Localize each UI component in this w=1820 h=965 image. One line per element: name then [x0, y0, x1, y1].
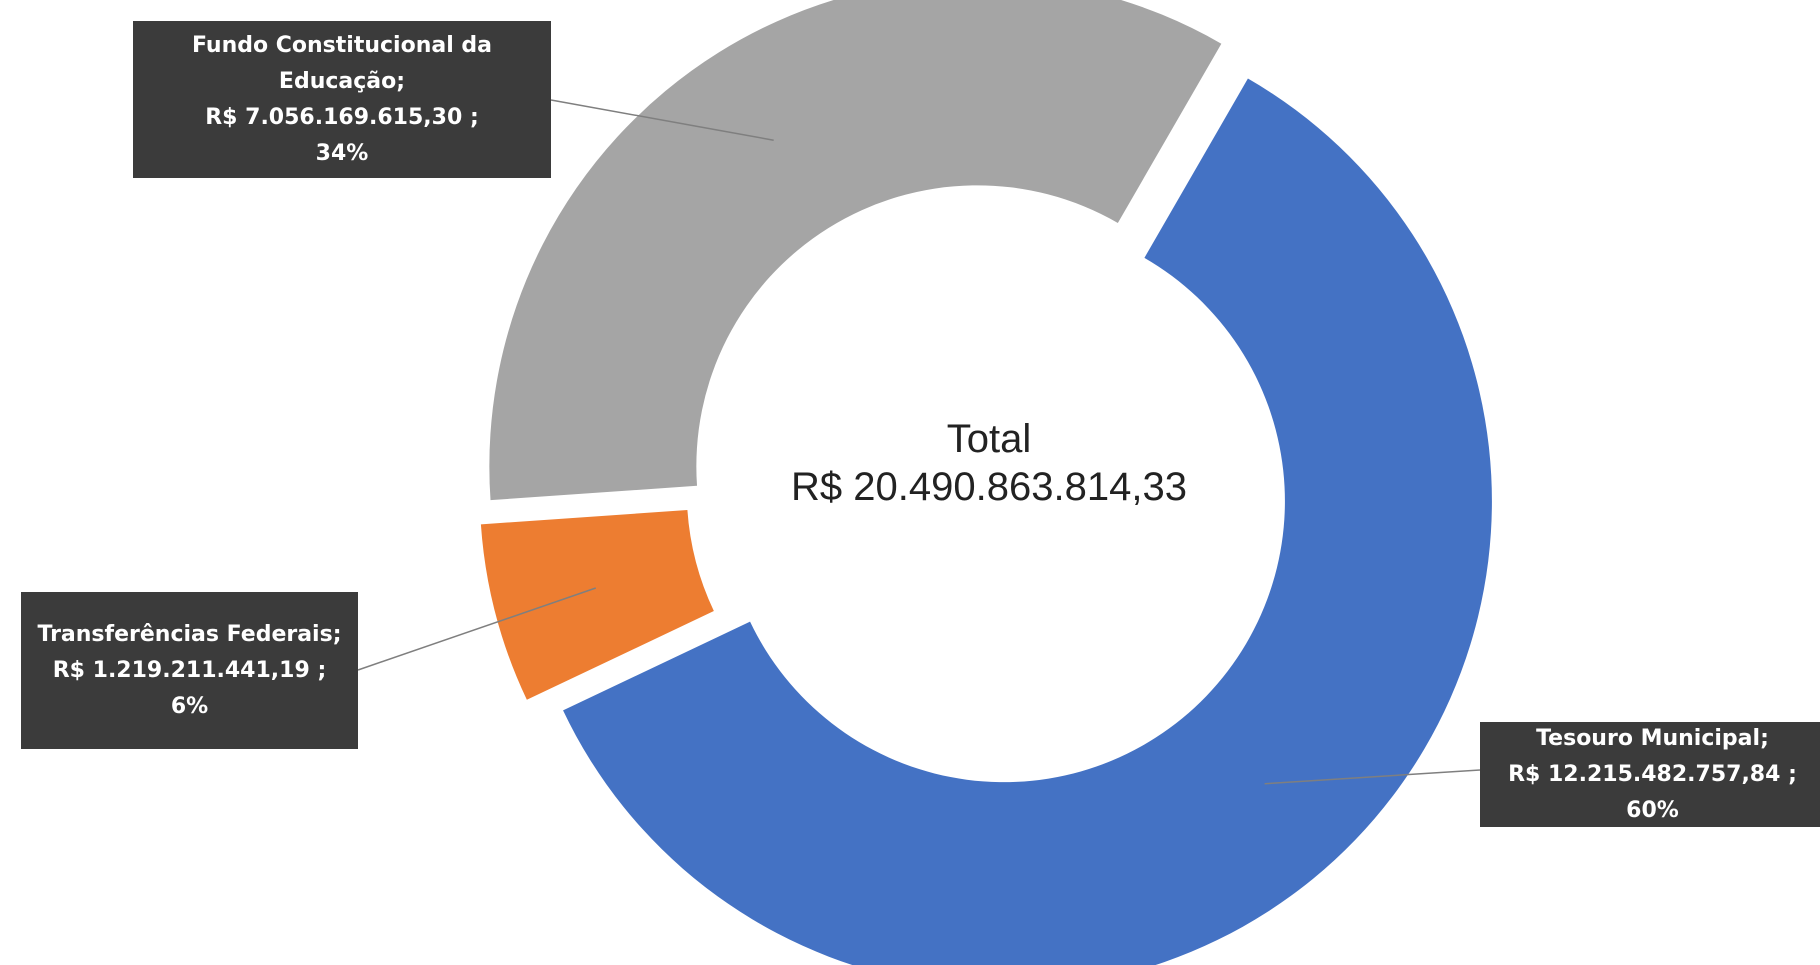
label-box: Transferências Federais; R$ 1.219.211.441… — [21, 592, 358, 749]
label-text: Transferências Federais; R$ 1.219.211.441… — [37, 617, 341, 725]
separator: ; — [396, 68, 406, 94]
value-label: R$ 7.056.169.615,30 — [205, 104, 463, 130]
slices — [480, 0, 1492, 965]
leader-line — [550, 99, 774, 141]
leader-line — [357, 587, 597, 671]
data-label: Tesouro Municipal; R$ 12.215.482.757,84 ;… — [1480, 722, 1820, 827]
separator: ; — [332, 621, 342, 647]
slice — [563, 78, 1492, 965]
category-label: Tesouro Municipal — [1536, 725, 1761, 751]
slice — [480, 510, 714, 700]
percent-label: 34% — [315, 140, 369, 166]
label-text: Fundo Constitucional da Educação; R$ 7.05… — [143, 28, 541, 172]
separator: ; — [1788, 761, 1797, 787]
slice — [489, 0, 1222, 501]
value-label: R$ 12.215.482.757,84 — [1508, 761, 1781, 787]
center-total: R$ 20.490.863.814,33 — [791, 465, 1187, 509]
category-label: Transferências Federais — [37, 621, 333, 647]
separator: ; — [469, 104, 479, 130]
separator: ; — [1760, 725, 1769, 751]
label-box: Tesouro Municipal; R$ 12.215.482.757,84 ;… — [1480, 722, 1820, 827]
value-label: R$ 1.219.211.441,19 — [52, 657, 310, 683]
percent-label: 6% — [170, 693, 209, 719]
data-label: Transferências Federais; R$ 1.219.211.441… — [21, 592, 358, 749]
center-title: Total — [947, 417, 1032, 461]
label-text: Tesouro Municipal; R$ 12.215.482.757,84 ;… — [1508, 722, 1797, 827]
separator: ; — [317, 657, 327, 683]
data-label: Fundo Constitucional da Educação;R$ 7.05… — [133, 21, 551, 178]
label-box: Fundo Constitucional da Educação; R$ 7.05… — [133, 21, 551, 178]
leader-line — [1264, 769, 1481, 785]
percent-label: 60% — [1626, 797, 1679, 823]
category-label: Fundo Constitucional da Educação — [191, 32, 493, 94]
